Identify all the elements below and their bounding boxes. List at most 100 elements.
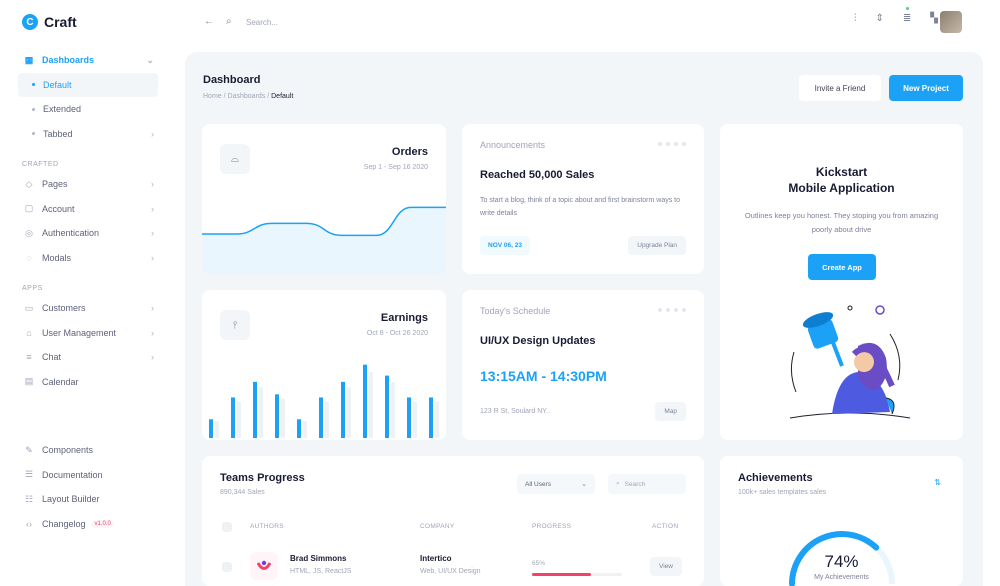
- promo-text: Outlines keep you honest. They stoping y…: [744, 211, 939, 234]
- column-header-progress[interactable]: PROGRESS: [532, 523, 572, 530]
- earnings-bar: [297, 419, 301, 438]
- sidebar-item-modals[interactable]: ◌ Modals ›: [18, 246, 158, 271]
- sidebar-item-changelog[interactable]: ‹› Changelog v1.0.0: [18, 512, 158, 537]
- sidebar-item-label: Extended: [43, 104, 82, 115]
- promo-title-line1: Kickstart: [815, 165, 868, 179]
- sidebar-item-calendar[interactable]: ▤ Calendar: [18, 370, 158, 395]
- sidebar-item-tabbed[interactable]: Tabbed ›: [18, 122, 158, 147]
- sidebar-item-authentication[interactable]: ◎ Authentication ›: [18, 221, 158, 246]
- chevron-down-icon: ⌄: [581, 481, 587, 488]
- carousel-dots[interactable]: [658, 308, 686, 312]
- map-button[interactable]: Map: [655, 402, 686, 421]
- chart-icon: ⫯: [220, 310, 250, 340]
- earnings-bar: [319, 397, 323, 438]
- earnings-bar-shadow: [391, 381, 395, 438]
- earnings-card: ⫯ Earnings Oct 8 - Oct 26 2020: [202, 290, 446, 440]
- column-header-company[interactable]: COMPANY: [420, 523, 455, 530]
- documentation-icon: ☰: [24, 469, 34, 480]
- earnings-bar-shadow: [413, 401, 417, 438]
- achievement-value: 74%: [824, 552, 859, 571]
- section-apps: APPS: [22, 285, 43, 292]
- users-filter-select[interactable]: All Users ⌄: [517, 474, 595, 494]
- earnings-date-range: Oct 8 - Oct 26 2020: [366, 330, 428, 337]
- sidebar-item-account[interactable]: ▢ Account ›: [18, 197, 158, 222]
- sidebar-item-label: Pages: [42, 179, 68, 190]
- chevron-right-icon: ›: [151, 327, 154, 338]
- sidebar-item-dashboards[interactable]: ▦ Dashboards ⌄: [18, 48, 158, 73]
- pages-icon: ◇: [25, 178, 33, 189]
- sort-icon[interactable]: ⇕: [875, 13, 884, 24]
- user-avatar[interactable]: [940, 11, 962, 33]
- view-button[interactable]: View: [650, 557, 682, 576]
- changelog-icon: ‹›: [26, 518, 32, 529]
- back-arrow-icon[interactable]: ←: [204, 16, 214, 27]
- sidebar-item-extended[interactable]: Extended: [18, 97, 158, 122]
- expand-icon[interactable]: ⇅: [934, 478, 941, 487]
- sidebar-footer-nav: ✎ Components ☰ Documentation ☷ Layout Bu…: [18, 438, 158, 536]
- version-badge: v1.0.0: [91, 519, 114, 528]
- chevron-right-icon: ›: [151, 128, 154, 139]
- teams-search-input[interactable]: ⌕ Search: [608, 474, 686, 494]
- breadcrumb: Home / Dashboards / Default: [203, 93, 294, 100]
- column-header-authors[interactable]: AUTHORS: [250, 523, 284, 530]
- orders-line: [202, 206, 446, 237]
- sidebar-item-layout-builder[interactable]: ☷ Layout Builder: [18, 487, 158, 512]
- sidebar-item-default[interactable]: Default: [18, 72, 158, 97]
- achievement-label: My Achievements: [814, 574, 869, 581]
- bullet-icon: [32, 132, 35, 136]
- announcement-text: To start a blog, think of a topic about …: [480, 197, 680, 217]
- row-checkbox[interactable]: [222, 562, 232, 572]
- new-project-button[interactable]: New Project: [889, 75, 963, 101]
- achievement-gauge: [789, 531, 895, 586]
- progress-percent: 65%: [532, 560, 546, 567]
- sidebar-item-components[interactable]: ✎ Components: [18, 438, 158, 463]
- earnings-bar-shadow: [259, 387, 263, 438]
- bullet-icon: [32, 83, 35, 87]
- author-name[interactable]: Brad Simmons: [290, 554, 347, 563]
- orders-chart: [202, 206, 446, 274]
- brand-logo-icon: [257, 560, 271, 570]
- create-app-button[interactable]: Create App: [808, 254, 876, 280]
- breadcrumb-dashboards[interactable]: Dashboards: [227, 93, 266, 100]
- trophy-illustration: [789, 305, 911, 419]
- sidebar-item-documentation[interactable]: ☰ Documentation: [18, 463, 158, 488]
- upgrade-plan-button[interactable]: Upgrade Plan: [628, 236, 686, 255]
- search-input[interactable]: Search...: [246, 18, 279, 27]
- apps-grid-icon[interactable]: ▚: [930, 13, 938, 24]
- breadcrumb-home[interactable]: Home: [203, 93, 222, 100]
- notifications-icon[interactable]: ≣: [903, 7, 911, 24]
- sidebar-item-customers[interactable]: ▭ Customers ›: [18, 296, 158, 321]
- layout-builder-icon: ☷: [24, 493, 34, 504]
- search-icon[interactable]: ⌕: [226, 16, 232, 27]
- earnings-bar: [209, 419, 213, 438]
- orders-title: Orders: [391, 146, 428, 158]
- authentication-icon: ◎: [25, 227, 33, 238]
- chevron-right-icon: ›: [151, 203, 154, 214]
- achievements-card: Achievements 100k+ sales templates sales…: [720, 456, 963, 586]
- column-header-action: ACTION: [652, 523, 679, 530]
- earnings-bar: [275, 394, 279, 438]
- sidebar-item-label: Customers: [42, 303, 86, 314]
- user-management-icon: ⌂: [26, 327, 32, 338]
- sidebar-item-label: Changelog: [42, 518, 86, 529]
- earnings-bar: [407, 397, 411, 438]
- invite-friend-button[interactable]: Invite a Friend: [799, 75, 881, 101]
- schedule-title: UI/UX Design Updates: [480, 335, 596, 347]
- earnings-bar-shadow: [369, 372, 373, 438]
- sidebar-item-user-management[interactable]: ⌂ User Management ›: [18, 321, 158, 346]
- earnings-bar: [363, 364, 367, 438]
- sidebar-item-pages[interactable]: ◇ Pages ›: [18, 172, 158, 197]
- calendar-icon: ▤: [24, 376, 34, 387]
- logo-mark-icon: C: [22, 14, 38, 30]
- customers-icon: ▭: [24, 302, 34, 313]
- sidebar-item-chat[interactable]: ≡ Chat ›: [18, 345, 158, 370]
- announcements-card: Announcements Reached 50,000 Sales To st…: [462, 124, 704, 274]
- chat-icon: ≡: [26, 352, 32, 363]
- promo-title: Kickstart Mobile Application: [720, 164, 963, 196]
- carousel-dots[interactable]: [658, 142, 686, 146]
- activity-icon[interactable]: ⫶: [854, 13, 857, 24]
- sidebar-item-label: Modals: [42, 252, 72, 263]
- select-all-checkbox[interactable]: [222, 522, 232, 532]
- notification-dot: [905, 7, 909, 10]
- logo[interactable]: C Craft: [22, 14, 77, 30]
